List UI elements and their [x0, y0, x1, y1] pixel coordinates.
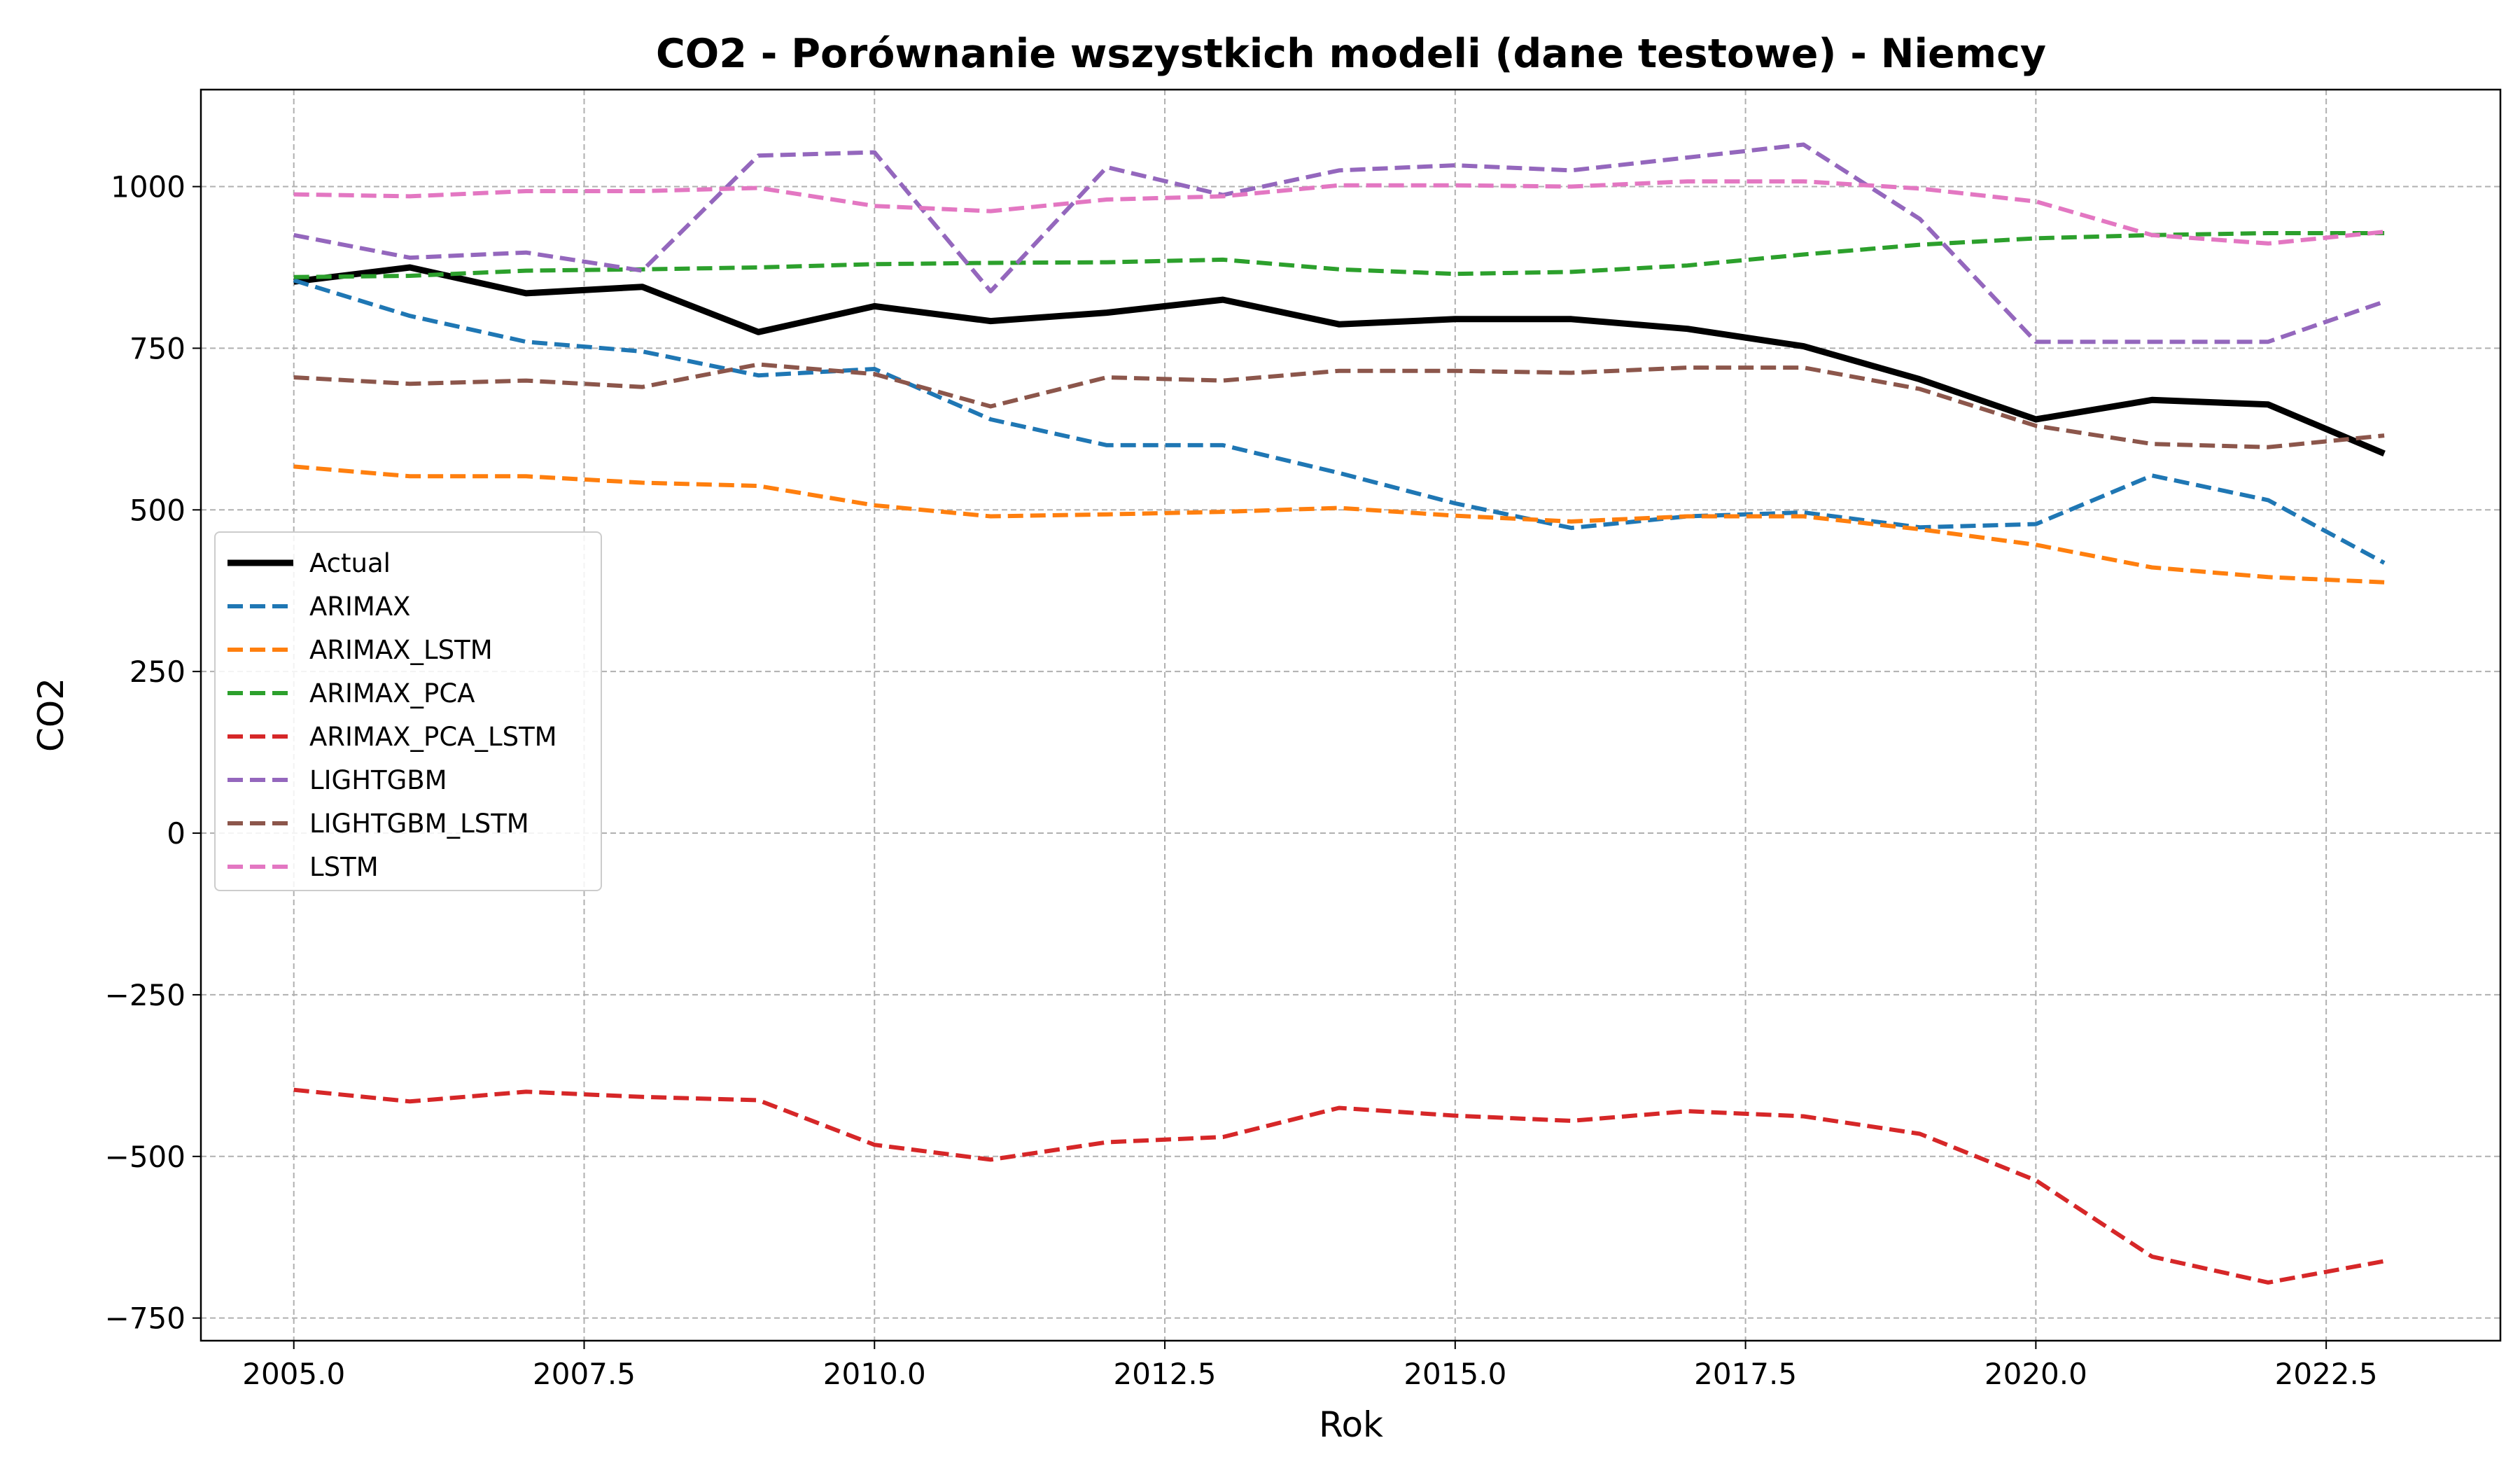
x-axis-label: Rok [1319, 1404, 1383, 1445]
x-tick-label: 2007.5 [533, 1357, 636, 1391]
y-tick-label: 0 [167, 816, 186, 851]
legend-label-arimax-pca: ARIMAX_PCA [309, 678, 475, 708]
y-tick-label: −500 [105, 1140, 186, 1174]
x-tick-label: 2022.5 [2275, 1357, 2378, 1391]
legend-label-arimax-lstm: ARIMAX_LSTM [309, 635, 493, 665]
x-tick-label: 2017.5 [1694, 1357, 1797, 1391]
series-line-arimax-pca [293, 231, 2385, 279]
legend: Actual ARIMAX ARIMAX_LSTM ARIMAX_PCA ARIMAX_… [214, 531, 602, 891]
legend-label-arimax-pca-lstm: ARIMAX_PCA_LSTM [309, 722, 557, 752]
legend-label-lightgbm: LIGHTGBM [309, 765, 447, 795]
legend-label-actual: Actual [309, 548, 391, 578]
y-tick-label: 250 [130, 655, 186, 689]
y-tick-label: −250 [105, 978, 186, 1012]
series-line-arimax [293, 278, 2386, 565]
legend-box [214, 531, 602, 891]
legend-label-lightgbm-lstm: LIGHTGBM_LSTM [309, 809, 529, 839]
y-axis-label: CO2 [31, 678, 71, 752]
series-line-arimax-pca-lstm [293, 1087, 2385, 1285]
x-tick-label: 2020.0 [1984, 1357, 2087, 1391]
y-tick-label: 500 [130, 493, 186, 527]
y-tick-label: 1000 [111, 170, 186, 204]
x-tick-label: 2005.0 [242, 1357, 345, 1391]
series-line-arimax-lstm [293, 464, 2385, 585]
x-tick-label: 2012.5 [1114, 1357, 1217, 1391]
plot-area-frame [200, 88, 2502, 1342]
x-tick-label: 2010.0 [823, 1357, 926, 1391]
series-line-lstm [293, 179, 2385, 246]
series-line-lightgbm-lstm [293, 362, 2385, 449]
series-line-actual [293, 264, 2386, 457]
chart-title: CO2 - Porównanie wszystkich modeli (dane… [656, 31, 2046, 77]
legend-label-lstm: LSTM [309, 852, 379, 882]
y-tick-label: 750 [130, 331, 186, 365]
series-lines [293, 142, 2386, 1285]
series-line-lightgbm [293, 142, 2386, 344]
y-tick-label: −750 [105, 1301, 186, 1336]
axis-ticks: 2005.0 2007.5 2010.0 2012.5 2015.0 2017.5 2020… [105, 170, 2378, 1391]
x-tick-label: 2015.0 [1404, 1357, 1506, 1391]
legend-label-arimax: ARIMAX [309, 592, 411, 622]
